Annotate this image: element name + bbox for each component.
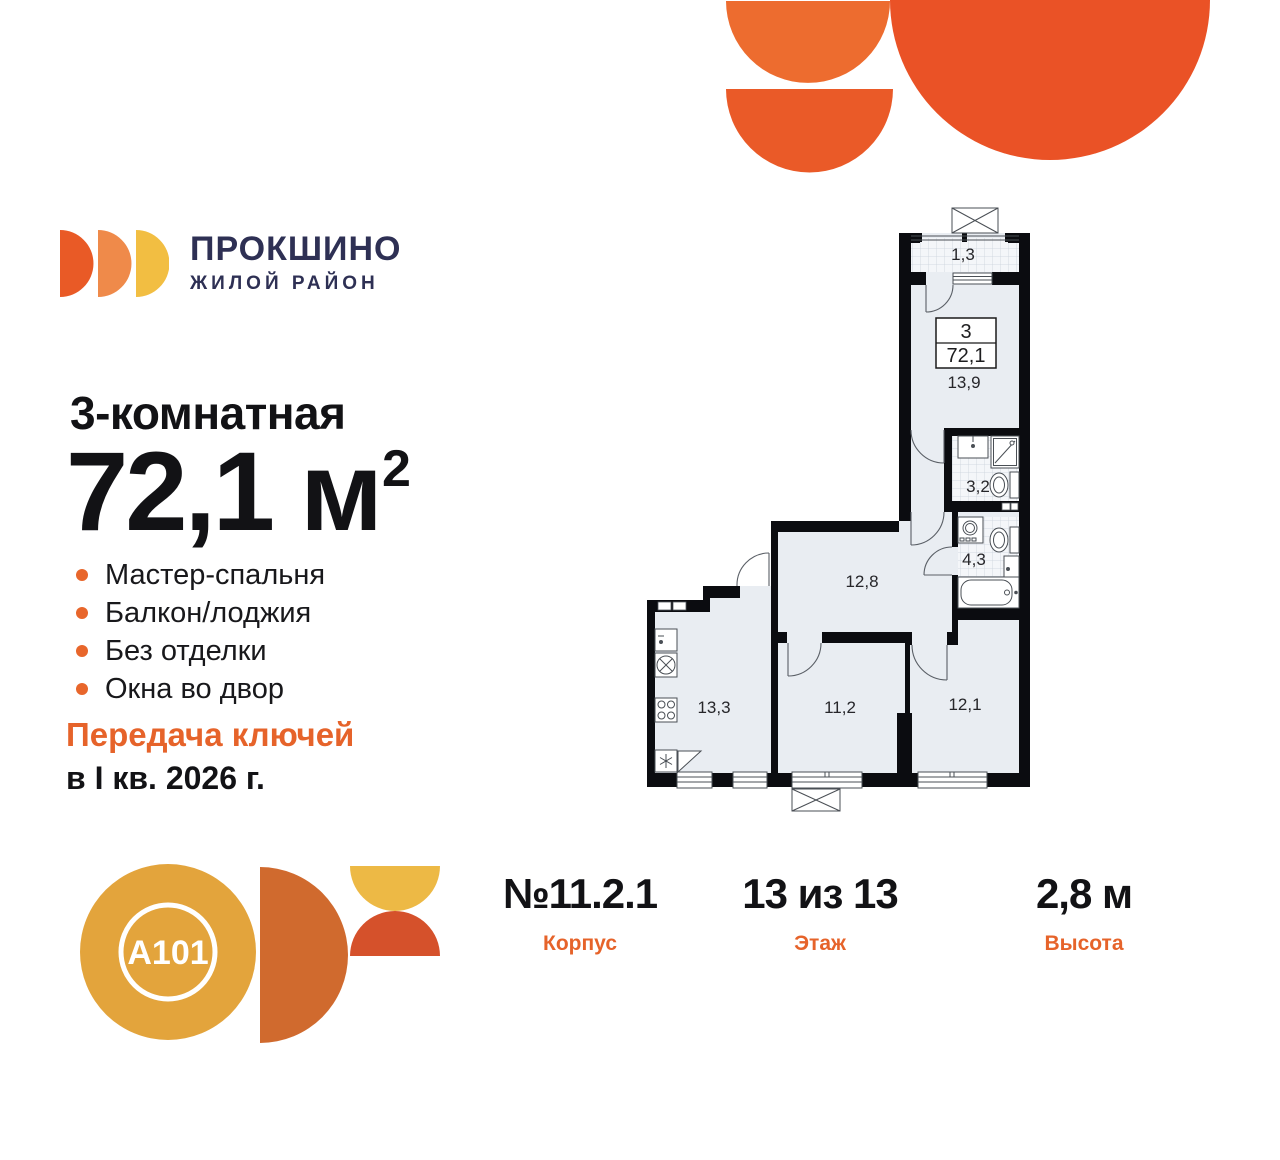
room-labels: 1,3 13,9 3,2 4,3 12,8 13,3 11,2 12,1 xyxy=(697,245,989,717)
feature-label: Мастер-спальня xyxy=(105,558,326,591)
feature-item: Окна во двор xyxy=(76,670,325,708)
fridge-icon xyxy=(654,749,703,774)
a101-hourglass-bottom xyxy=(350,911,440,956)
stat-building: №11.2.1 Корпус xyxy=(502,870,658,956)
stat-height: 2,8 м Высота xyxy=(1035,870,1133,956)
bedroom-middle-window xyxy=(791,771,863,789)
floor-plan: 3 72,1 1,3 13,9 3,2 4,3 12,8 13,3 11,2 1… xyxy=(647,207,1030,812)
a101-ring xyxy=(118,902,218,1002)
area-unit: м xyxy=(300,429,383,554)
a101-circle xyxy=(80,864,256,1040)
stat-floor-label: Этаж xyxy=(794,932,846,955)
room-label-balcony: 1,3 xyxy=(951,245,975,264)
kitchen-window-2 xyxy=(732,771,768,789)
stat-height-value: 2,8 м xyxy=(1035,870,1133,917)
stat-height-label: Высота xyxy=(1044,932,1124,955)
feature-item: Мастер-спальня xyxy=(76,556,325,594)
a101-logo: A101 xyxy=(80,864,440,1043)
kitchen-window-1 xyxy=(676,771,713,789)
feature-label: Балкон/лоджия xyxy=(105,596,312,629)
room-label-bath-top: 3,2 xyxy=(966,477,990,496)
decor-half-circle-small-top xyxy=(726,1,890,83)
toilet-icon xyxy=(989,526,1020,554)
handover-date: в I кв. 2026 г. xyxy=(66,760,265,796)
stat-building-label: Корпус xyxy=(543,932,617,955)
room-label-kitchen: 13,3 xyxy=(697,698,730,717)
a101-half-disc xyxy=(260,867,348,1043)
decor-half-circle-large xyxy=(890,0,1210,160)
balcony-glazing xyxy=(911,235,1019,241)
area-sup: 2 xyxy=(381,439,411,498)
lower-window-icon xyxy=(791,788,841,812)
feature-label: Окна во двор xyxy=(105,672,284,705)
kitchen-sink-icon xyxy=(654,628,678,652)
bullet-dot-icon xyxy=(76,683,88,695)
balcony-window xyxy=(952,272,993,285)
doors xyxy=(736,284,954,681)
balcony-tiles xyxy=(911,238,1019,272)
rooms-title: 3-комнатная xyxy=(70,387,346,439)
info-box-rooms: 3 xyxy=(960,321,971,343)
shower-icon xyxy=(990,435,1020,469)
kitchen-basin-icon xyxy=(654,652,678,678)
sink-icon xyxy=(957,435,989,459)
stat-floor-value: 13 из 13 xyxy=(742,870,898,917)
toilet-icon xyxy=(989,471,1020,499)
bullet-dot-icon xyxy=(76,645,88,657)
feature-item: Без отделки xyxy=(76,632,325,670)
info-box-area: 72,1 xyxy=(947,345,986,367)
brand-title: ПРОКШИНО xyxy=(190,230,402,268)
bedroom-right-door xyxy=(911,644,948,681)
handover-accent: Передача ключей xyxy=(66,716,355,753)
decor-top-right-shapes xyxy=(726,0,1210,173)
bullet-dot-icon xyxy=(76,569,88,581)
brand-logo-mark-icon xyxy=(60,230,169,297)
decor-half-circle-small-bottom xyxy=(726,89,893,173)
feature-item: Балкон/лоджия xyxy=(76,594,325,632)
area-value: 72,1 м2 xyxy=(66,436,411,548)
roof-window-icon xyxy=(951,207,999,234)
bedroom-middle-door xyxy=(787,642,822,677)
room-label-master: 13,9 xyxy=(947,373,980,392)
room-label-hallway: 12,8 xyxy=(845,572,878,591)
bullet-dot-icon xyxy=(76,607,88,619)
brand-subtitle: ЖИЛОЙ РАЙОН xyxy=(190,273,379,294)
area-number: 72,1 xyxy=(66,429,275,554)
bathtub-icon xyxy=(957,576,1020,609)
room-label-bedroom-right: 12,1 xyxy=(948,695,981,714)
room-label-bedroom-middle: 11,2 xyxy=(824,698,856,717)
apartment-interior xyxy=(647,233,1030,787)
vent-shafts xyxy=(657,502,1019,611)
balcony-door xyxy=(925,284,954,313)
a101-hourglass-top xyxy=(350,866,440,911)
brand-logo: ПРОКШИНО ЖИЛОЙ РАЙОН xyxy=(57,228,401,298)
room-label-bath-bottom: 4,3 xyxy=(962,550,986,569)
stat-building-value: №11.2.1 xyxy=(502,870,658,917)
stat-floor: 13 из 13 Этаж xyxy=(742,870,898,956)
stove-icon xyxy=(654,697,678,723)
fixtures xyxy=(654,435,1020,774)
plan-info-box: 3 72,1 xyxy=(935,317,997,369)
bathroom-top-door xyxy=(910,511,945,546)
master-bedroom-door xyxy=(910,429,945,464)
brand-text-block: ПРОКШИНО ЖИЛОЙ РАЙОН xyxy=(190,228,401,295)
windows xyxy=(676,207,1019,812)
bathroom-bottom-door xyxy=(923,546,953,576)
kitchen-door xyxy=(736,552,770,587)
washing-machine-icon xyxy=(957,516,984,544)
feature-label: Без отделки xyxy=(105,634,267,667)
bedroom-right-window xyxy=(917,771,988,789)
feature-list: Мастер-спальня Балкон/лоджия Без отделки… xyxy=(76,556,325,708)
a101-text: A101 xyxy=(127,934,208,972)
